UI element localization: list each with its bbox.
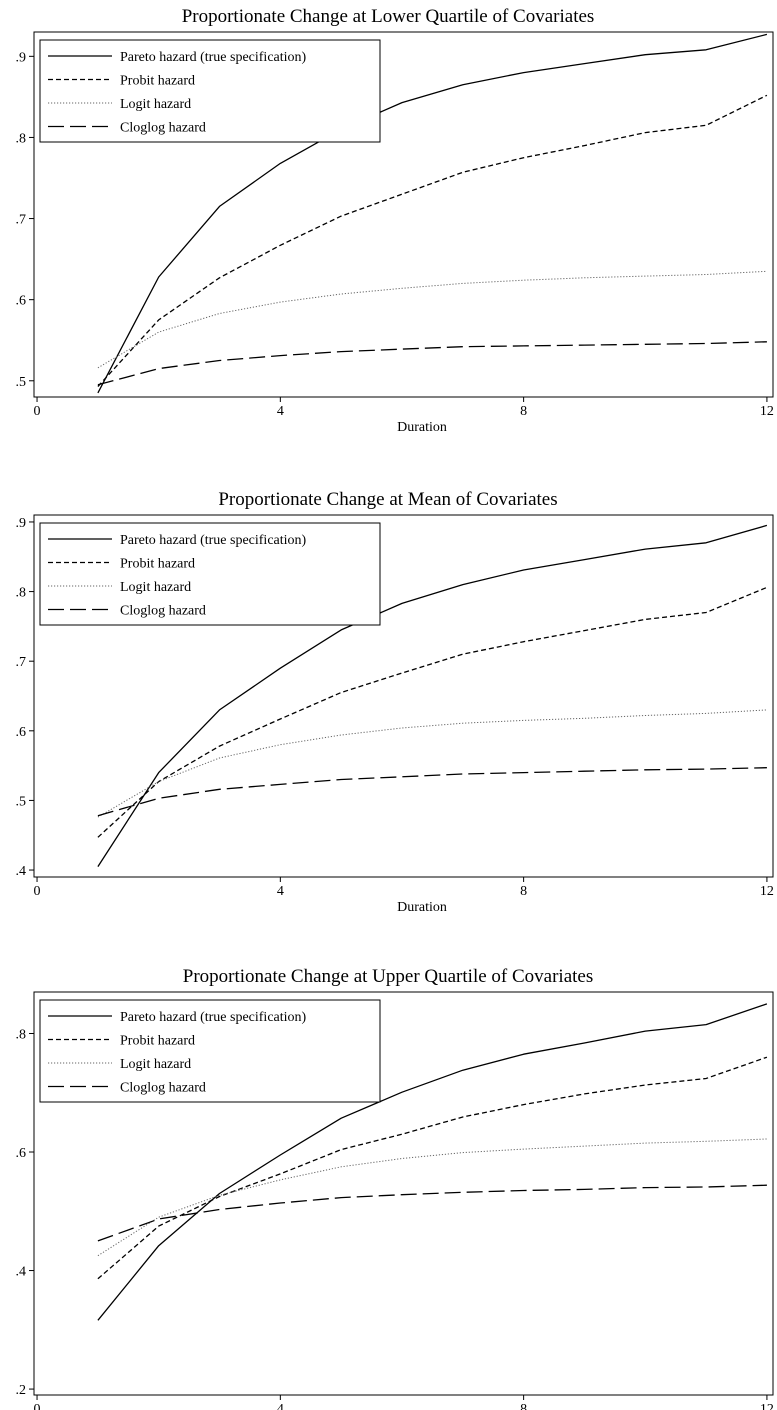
legend-box bbox=[39, 999, 381, 1103]
plot-area bbox=[33, 514, 774, 878]
y-tick-label: .5 bbox=[16, 794, 27, 809]
y-tick-label: .4 bbox=[16, 864, 27, 879]
x-tick-label: 8 bbox=[520, 1402, 527, 1410]
legend-box bbox=[39, 522, 381, 626]
plot-area bbox=[33, 31, 774, 398]
series-line-dotted bbox=[97, 270, 767, 369]
series-line-dotted bbox=[97, 709, 767, 818]
series-line-dashed bbox=[97, 586, 768, 838]
series-line-dashed bbox=[97, 94, 768, 387]
y-tick-label: .6 bbox=[16, 725, 27, 740]
x-tick-label: 8 bbox=[520, 884, 527, 899]
legend-label: Cloglog hazard bbox=[120, 121, 206, 136]
chart-panel-1: Proportionate Change at Lower Quartile o… bbox=[16, 6, 774, 435]
chart-title: Proportionate Change at Upper Quartile o… bbox=[183, 966, 594, 987]
y-tick-label: .4 bbox=[16, 1265, 27, 1280]
series-line-longdash bbox=[97, 767, 767, 817]
chart-title: Proportionate Change at Mean of Covariat… bbox=[218, 489, 557, 510]
x-tick-label: 0 bbox=[34, 1402, 41, 1410]
legend-label: Logit hazard bbox=[120, 1057, 191, 1072]
legend-label: Logit hazard bbox=[120, 580, 191, 595]
y-tick-label: .9 bbox=[16, 50, 27, 65]
x-tick-label: 12 bbox=[760, 404, 774, 419]
legend-box bbox=[39, 39, 381, 143]
legend-label: Cloglog hazard bbox=[120, 1081, 206, 1096]
x-tick-label: 12 bbox=[760, 1402, 774, 1410]
legend-label: Probit hazard bbox=[120, 557, 195, 572]
chart-panel-3: Proportionate Change at Upper Quartile o… bbox=[16, 966, 774, 1410]
series-line-longdash bbox=[97, 1184, 767, 1242]
y-tick-label: .8 bbox=[16, 131, 27, 146]
y-tick-label: .7 bbox=[16, 213, 27, 228]
plot-area bbox=[33, 991, 774, 1396]
y-tick-label: .9 bbox=[16, 516, 27, 531]
y-tick-label: .6 bbox=[16, 294, 27, 309]
y-tick-label: .7 bbox=[16, 655, 27, 670]
y-tick-label: .6 bbox=[16, 1146, 27, 1161]
chart-panel-2: Proportionate Change at Mean of Covariat… bbox=[16, 489, 774, 915]
x-tick-label: 4 bbox=[277, 884, 284, 899]
x-tick-label: 4 bbox=[277, 1402, 284, 1410]
series-line-solid bbox=[97, 524, 768, 867]
legend-label: Cloglog hazard bbox=[120, 604, 206, 619]
y-tick-label: .2 bbox=[16, 1383, 27, 1398]
x-tick-label: 4 bbox=[277, 404, 284, 419]
series-line-longdash bbox=[97, 341, 767, 386]
legend-label: Pareto hazard (true specification) bbox=[120, 1010, 307, 1025]
x-tick-label: 8 bbox=[520, 404, 527, 419]
y-tick-label: .5 bbox=[16, 375, 27, 390]
chart-title: Proportionate Change at Lower Quartile o… bbox=[182, 6, 595, 27]
legend-label: Pareto hazard (true specification) bbox=[120, 533, 307, 548]
x-tick-label: 12 bbox=[760, 884, 774, 899]
y-tick-label: .8 bbox=[16, 586, 27, 601]
x-tick-label: 0 bbox=[34, 404, 41, 419]
series-line-dotted bbox=[97, 1138, 767, 1257]
legend-label: Logit hazard bbox=[120, 97, 191, 112]
series-line-solid bbox=[97, 33, 768, 394]
series-line-dashed bbox=[97, 1056, 768, 1280]
legend-label: Probit hazard bbox=[120, 1034, 195, 1049]
series-line-solid bbox=[97, 1003, 768, 1321]
y-tick-label: .8 bbox=[16, 1027, 27, 1042]
legend-label: Probit hazard bbox=[120, 74, 195, 89]
x-tick-label: 0 bbox=[34, 884, 41, 899]
legend-label: Pareto hazard (true specification) bbox=[120, 50, 307, 65]
x-axis-label: Duration bbox=[397, 420, 447, 435]
x-axis-label: Duration bbox=[397, 900, 447, 915]
